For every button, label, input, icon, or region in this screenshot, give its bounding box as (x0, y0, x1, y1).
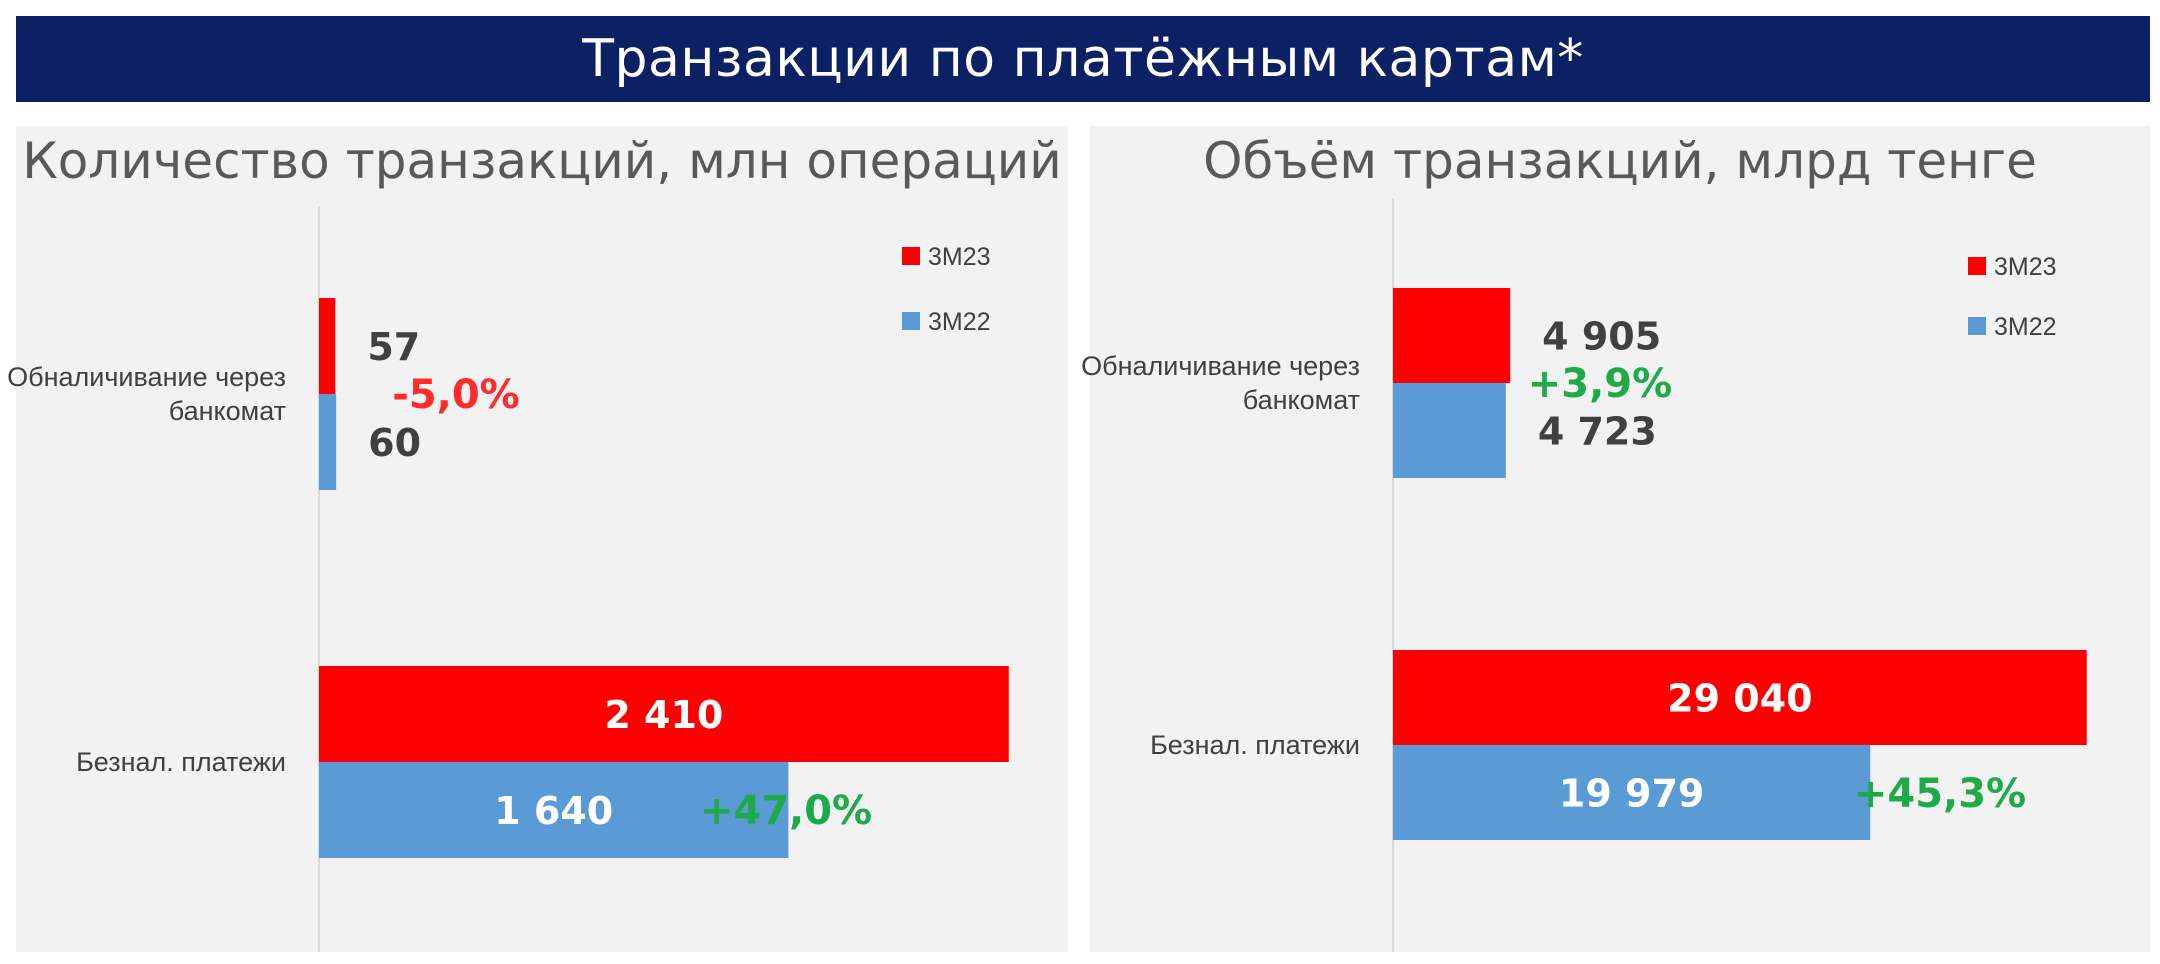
legend-swatch (902, 247, 920, 265)
legend-swatch (1968, 317, 1986, 335)
chart-title: Объём транзакций, млрд тенге (1203, 132, 2037, 190)
chart-count-svg: Обналичивание через банкомат 57 60-5,0% Безн… (7, 206, 1009, 952)
chart-title: Количество транзакций, млн операций (22, 132, 1062, 190)
bar-3м22-cashless (319, 762, 789, 858)
chart-panel-count: Количество транзакций, млн операций Обна… (7, 126, 1068, 952)
change-label: +3,9% (1528, 361, 1672, 407)
header-banner: Транзакции по платёжным картам* (16, 16, 2150, 102)
bar-3м22-atm (1393, 383, 1506, 478)
data-label: 1 640 (494, 789, 613, 833)
data-label: 4 905 (1542, 315, 1661, 359)
bar-3м22-cashless (1393, 745, 1871, 840)
data-label: 60 (368, 421, 421, 465)
bar-3м23-atm (319, 298, 336, 394)
bar-3м23-cashless (319, 666, 1009, 762)
legend-label: 3М22 (1994, 313, 2057, 341)
data-label: 57 (367, 325, 420, 369)
change-label: +47,0% (700, 788, 872, 834)
bar-3м23-atm (1393, 288, 1511, 383)
change-label: +45,3% (1854, 771, 2026, 817)
data-label: 4 723 (1538, 410, 1657, 454)
legend-label: 3М22 (928, 308, 991, 336)
legend-swatch (902, 312, 920, 330)
data-label: 2 410 (604, 693, 723, 737)
category-label: Обналичивание через банкомат (1081, 351, 1360, 415)
bar-3м23-cashless (1393, 650, 2087, 745)
category-label: Безнал. платежи (76, 747, 286, 777)
chart-volume-svg: Обналичивание через банкомат 4 905 4 723+3,… (1081, 198, 2087, 952)
change-label: -5,0% (392, 372, 520, 418)
chart-panel-volume: Объём транзакций, млрд тенге Обналичиван… (1081, 126, 2150, 952)
data-label: 19 979 (1559, 772, 1704, 816)
data-label: 29 040 (1667, 677, 1812, 721)
category-label: Безнал. платежи (1150, 730, 1360, 760)
legend-swatch (1968, 257, 1986, 275)
legend-label: 3М23 (928, 243, 991, 271)
bar-3м22-atm (319, 394, 337, 490)
page-title: Транзакции по платёжным картам* (582, 29, 1584, 89)
legend-label: 3М23 (1994, 253, 2057, 281)
category-label: Обналичивание через банкомат (7, 362, 286, 426)
